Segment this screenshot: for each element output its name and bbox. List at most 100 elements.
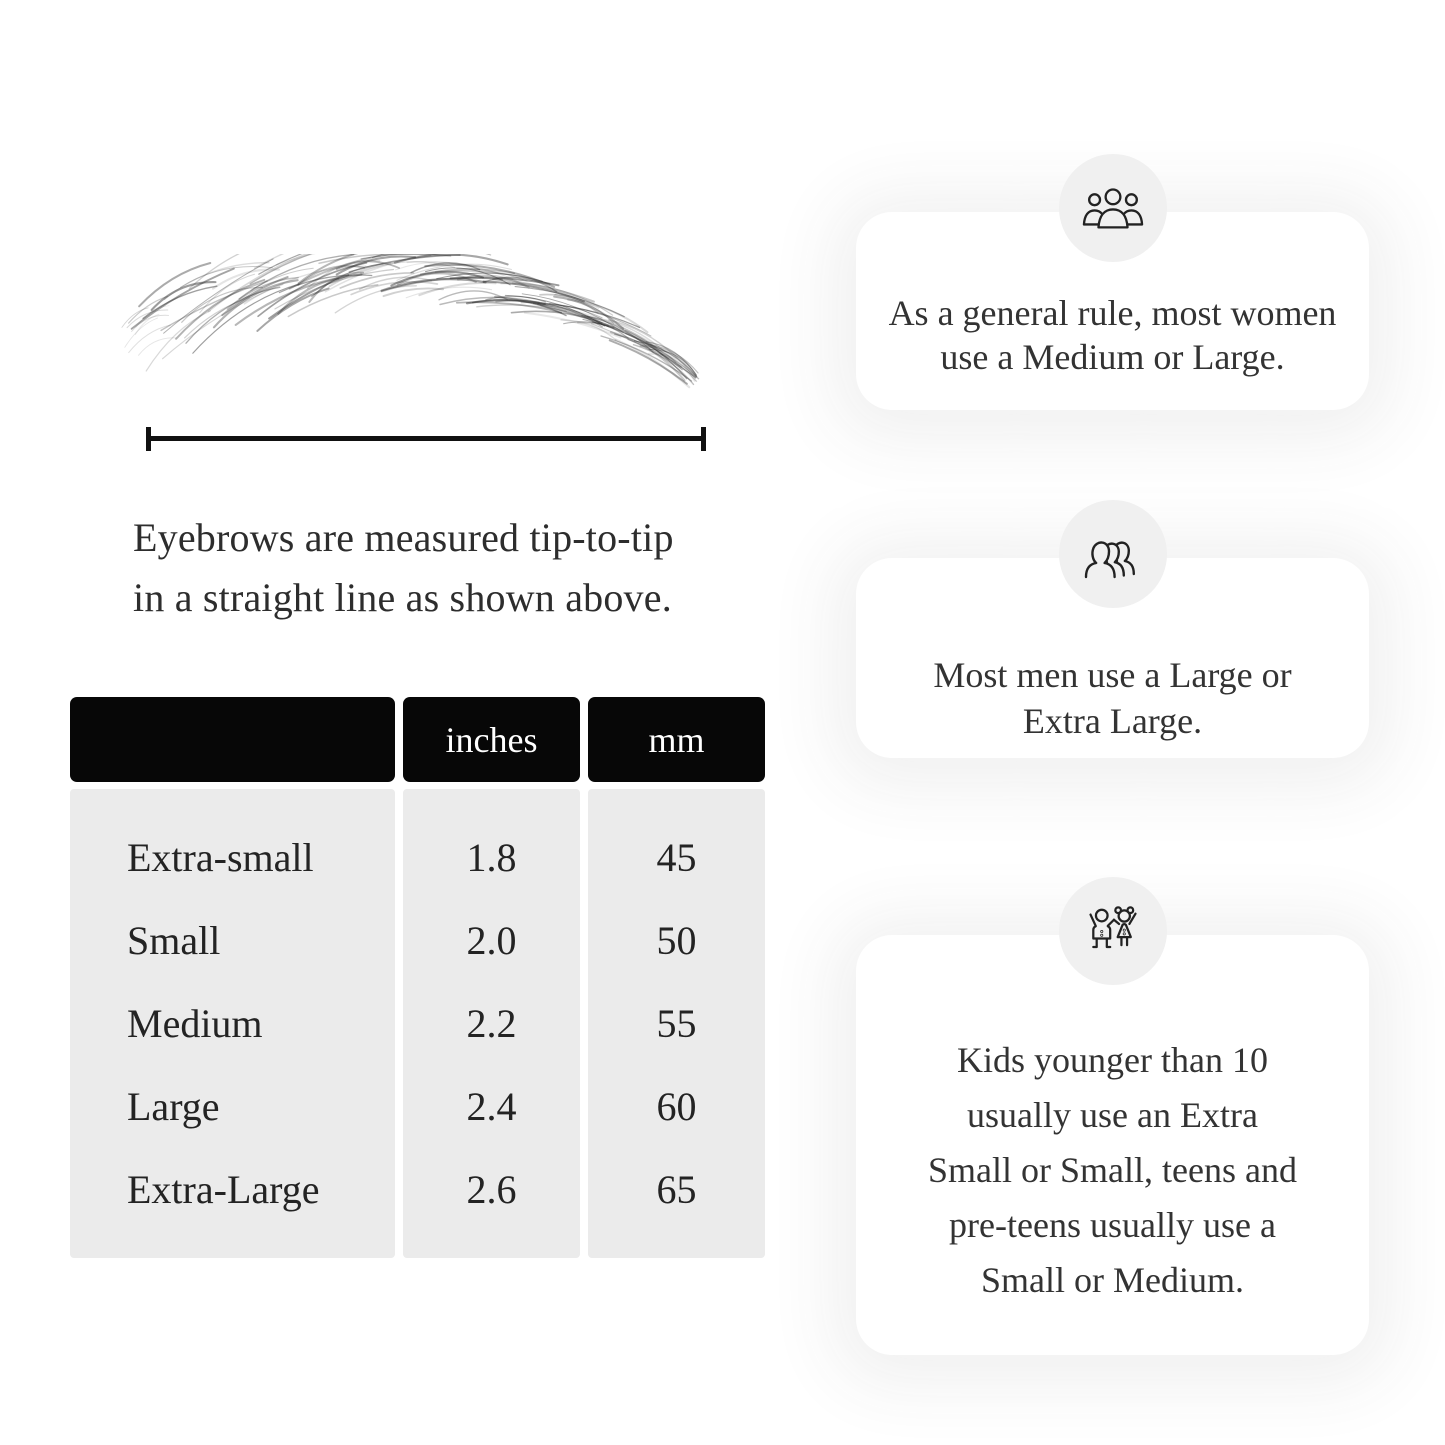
eyebrow-hair: [128, 324, 171, 354]
eyebrow-hair: [124, 317, 159, 348]
table-row-size-label: Extra-Large: [127, 1167, 320, 1212]
eyebrow-hair: [238, 254, 355, 300]
table-cell-inches: 2.2: [466, 1001, 517, 1046]
table-column-sizes: Extra-small Small Medium Large Extra-Large: [70, 697, 395, 1258]
icon-circle: [1058, 877, 1167, 985]
eyebrow-hair: [563, 321, 629, 339]
eyebrow-hair: [456, 274, 530, 289]
eyebrow-hair: [188, 254, 240, 290]
card-text: Kids younger than 10 usually use an Extra…: [856, 935, 1369, 1308]
eyebrow-hair: [257, 261, 368, 318]
eyebrow-hair: [549, 303, 652, 337]
card-text-line: use a Medium or Large.: [940, 337, 1285, 377]
eyebrow-hair: [553, 295, 625, 330]
eyebrow-hair: [419, 268, 515, 275]
eyebrow-hair: [339, 272, 415, 289]
eyebrow-hair: [418, 281, 497, 297]
eyebrow-hair: [192, 283, 300, 354]
eyebrow-hair: [360, 254, 452, 260]
eyebrow-hair: [645, 341, 697, 377]
eyebrow-hair: [180, 266, 273, 288]
eyebrow-hair: [135, 305, 170, 328]
eyebrow-hair: [380, 276, 503, 293]
table-cell-mm: 55: [656, 1001, 697, 1046]
eyebrow-hair: [624, 329, 698, 382]
eyebrow-hair: [476, 304, 568, 313]
eyebrow-hair: [199, 273, 256, 314]
eyebrow-hair: [600, 335, 693, 382]
eyebrow-hair: [494, 295, 610, 327]
card-text-line: Small or Small, teens and: [928, 1150, 1297, 1190]
eyebrow-hair: [482, 280, 585, 303]
eyebrow-hair: [592, 321, 688, 380]
eyebrow-hair: [221, 276, 289, 317]
eyebrow-hair: [511, 282, 614, 316]
eyebrow-hair: [126, 309, 169, 329]
eyebrow-hair: [138, 337, 177, 356]
table-row-size-label: Extra-small: [127, 835, 314, 880]
eyebrow-hair: [456, 268, 528, 282]
eyebrow-illustration: [115, 254, 700, 426]
info-card-women: As a general rule, most women use a Mediu…: [856, 154, 1369, 410]
eyebrow-hair: [163, 261, 270, 301]
card-text-line: usually use an Extra: [967, 1095, 1258, 1135]
icon-circle: [1058, 154, 1167, 262]
eyebrow-hair: [318, 254, 432, 265]
table-cell-mm: 45: [656, 835, 697, 880]
eyebrow-hair: [288, 254, 398, 290]
eyebrow-hair: [465, 299, 546, 306]
eyebrow-hair: [250, 267, 314, 292]
eyebrow-hair: [234, 273, 363, 326]
eyebrow-hair: [648, 348, 697, 376]
eyebrow-hair: [633, 340, 698, 378]
eyebrow-hair: [243, 265, 367, 305]
eyebrow-hair: [150, 281, 217, 312]
eyebrow-hair: [358, 276, 433, 291]
eyebrow-hair: [639, 344, 698, 378]
table-column-mm: mm 45 50 55 60 65: [588, 697, 765, 1258]
card-text-line: As a general rule, most women: [888, 293, 1337, 333]
eyebrow-hair: [274, 268, 395, 310]
eyebrow-hairs-svg: [121, 254, 700, 389]
eyebrow-hair: [495, 299, 603, 328]
card-text-line: Kids younger than 10: [957, 1040, 1268, 1080]
eyebrow-hair: [297, 265, 365, 286]
eyebrow-hair: [504, 294, 606, 327]
eyebrow-hair: [382, 287, 445, 298]
eyebrow-hair: [324, 254, 440, 293]
eyebrow-hair: [163, 258, 274, 334]
eyebrow-hair: [138, 262, 212, 308]
eyebrow-hair: [142, 285, 218, 320]
table-row-size-label: Large: [127, 1084, 220, 1129]
eyebrow-hair: [647, 352, 696, 382]
eyebrow-hair: [311, 263, 384, 298]
eyebrow-hair: [439, 296, 540, 306]
eyebrow-hair: [287, 284, 379, 318]
eyebrow-hair: [185, 286, 281, 344]
eyebrow-hair: [306, 259, 381, 290]
eyebrow-hair: [406, 260, 514, 280]
eyebrow-hair: [396, 263, 513, 281]
table-cell-inches: 1.8: [466, 835, 517, 880]
eyebrow-hair: [253, 254, 285, 270]
eyebrow-hair: [609, 331, 686, 382]
eyebrow-hair: [560, 319, 617, 341]
table-row-size-label: Small: [127, 918, 221, 963]
eyebrow-hair: [455, 301, 563, 314]
eyebrow-hair: [614, 338, 691, 389]
eyebrow-hair: [212, 279, 299, 329]
eyebrow-hair: [390, 270, 484, 287]
eyebrow-hair: [521, 293, 624, 333]
table-cell-inches: 2.0: [466, 918, 517, 963]
eyebrow-hair: [348, 254, 461, 273]
eyebrow-hair: [161, 283, 284, 360]
eyebrow-hair: [128, 295, 168, 324]
eyebrow-hair: [590, 323, 697, 378]
table-header-inches: inches: [403, 697, 580, 782]
eyebrow-hair: [410, 262, 481, 274]
table-row-size-label: Medium: [127, 1001, 263, 1046]
table-body-inches: 1.8 2.0 2.2 2.4 2.6: [403, 789, 580, 1258]
men-group-icon: [1084, 541, 1135, 579]
eyebrow-hair: [485, 295, 547, 303]
